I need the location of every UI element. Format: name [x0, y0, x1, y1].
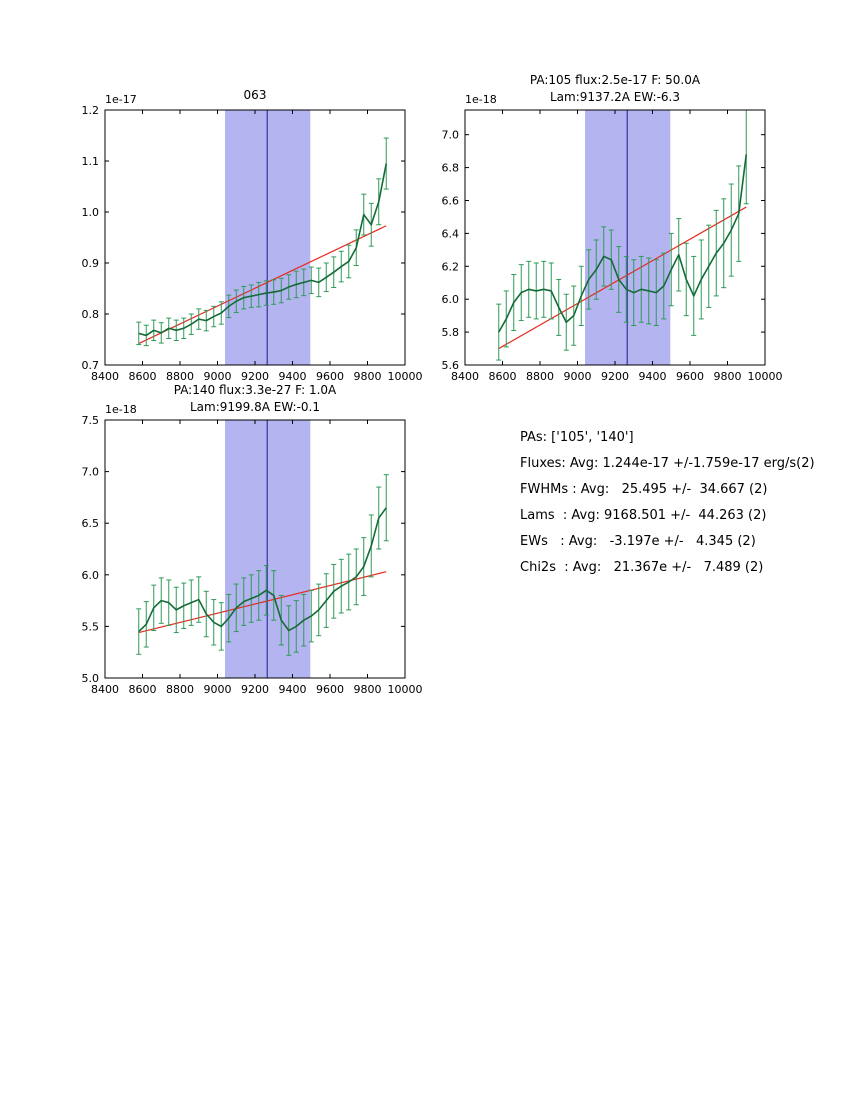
- x-tick-label: 9600: [316, 370, 344, 383]
- fit-line: [138, 571, 387, 634]
- chart-063: 8400 8600 8800 9000 9200 9400 9600 9800 10000 0.7…: [82, 88, 423, 383]
- x-tick-label: 8800: [526, 370, 554, 383]
- fit-line: [138, 225, 387, 345]
- x-tick-label: 9200: [241, 370, 269, 383]
- chart-title: Lam:9199.8A EW:-0.1: [190, 400, 320, 414]
- x-tick-label: 8400: [91, 683, 119, 696]
- fit-line: [498, 206, 747, 350]
- y-tick-label: 7.0: [442, 129, 460, 142]
- y-tick-label: 5.6: [442, 359, 460, 372]
- x-tick-label: 10000: [748, 370, 783, 383]
- y-tick-label: 7.5: [82, 414, 100, 427]
- x-tick-label: 9200: [241, 683, 269, 696]
- axis-offset-label: 1e-17: [105, 93, 137, 106]
- x-tick-label: 8400: [91, 370, 119, 383]
- x-tick-label: 9600: [316, 683, 344, 696]
- y-tick-label: 6.2: [442, 260, 460, 273]
- chart-pa105: 8400 8600 8800 9000 9200 9400 9600 9800 10000 5.6…: [442, 73, 783, 383]
- data-series: [498, 154, 748, 333]
- x-tick-label: 9400: [279, 370, 307, 383]
- y-tick-label: 6.0: [82, 569, 100, 582]
- chart-title: PA:105 flux:2.5e-17 F: 50.0A: [530, 73, 701, 87]
- x-tick-label: 9800: [354, 370, 382, 383]
- stats-line-lams: Lams : Avg: 9168.501 +/- 44.263 (2): [520, 508, 767, 523]
- axis-ticks: [464, 110, 766, 366]
- y-tick-label: 6.0: [442, 293, 460, 306]
- axis-offset-label: 1e-18: [465, 93, 497, 106]
- x-tick-label: 8600: [129, 683, 157, 696]
- x-tick-label: 9000: [564, 370, 592, 383]
- data-series: [138, 163, 388, 337]
- x-tick-label: 8400: [451, 370, 479, 383]
- stats-line-chi2s: Chi2s : Avg: 21.367e +/- 7.489 (2): [520, 560, 764, 575]
- y-tick-label: 6.4: [442, 227, 460, 240]
- y-tick-label: 0.7: [82, 359, 100, 372]
- stats-line-fluxes: Fluxes: Avg: 1.244e-17 +/-1.759e-17 erg/…: [520, 456, 815, 471]
- stats-line-fwhms: FWHMs : Avg: 25.495 +/- 34.667 (2): [520, 482, 768, 497]
- x-tick-label: 8600: [129, 370, 157, 383]
- stats-line-ews: EWs : Avg: -3.197e +/- 4.345 (2): [520, 534, 756, 549]
- x-tick-label: 9400: [639, 370, 667, 383]
- axis-offset-label: 1e-18: [105, 403, 137, 416]
- x-tick-label: 9000: [204, 370, 232, 383]
- axis-ticks: [104, 419, 406, 679]
- chart-title: 063: [244, 88, 267, 102]
- x-tick-label: 8800: [166, 370, 194, 383]
- y-tick-label: 5.8: [442, 326, 460, 339]
- x-tick-label: 9200: [601, 370, 629, 383]
- y-tick-label: 7.0: [82, 466, 100, 479]
- y-tick-label: 6.5: [82, 517, 100, 530]
- y-tick-label: 1.1: [82, 155, 100, 168]
- x-tick-label: 8600: [489, 370, 517, 383]
- stats-line-pas: PAs: ['105', '140']: [520, 430, 634, 445]
- chart-title: PA:140 flux:3.3e-27 F: 1.0A: [174, 383, 337, 397]
- x-tick-label: 10000: [388, 370, 423, 383]
- data-series: [138, 507, 387, 633]
- x-tick-label: 9000: [204, 683, 232, 696]
- x-tick-label: 9600: [676, 370, 704, 383]
- y-tick-label: 0.9: [82, 257, 100, 270]
- y-tick-label: 1.0: [82, 206, 100, 219]
- y-tick-label: 5.5: [82, 620, 100, 633]
- chart-title: Lam:9137.2A EW:-6.3: [550, 90, 680, 104]
- x-tick-label: 9800: [714, 370, 742, 383]
- axis-ticks: [104, 109, 406, 366]
- y-tick-label: 0.8: [82, 308, 100, 321]
- x-tick-label: 9400: [279, 683, 307, 696]
- y-tick-label: 1.2: [82, 104, 100, 117]
- stats-panel: PAs: ['105', '140'] Fluxes: Avg: 1.244e-…: [520, 430, 815, 586]
- y-tick-label: 6.8: [442, 162, 460, 175]
- x-tick-label: 8800: [166, 683, 194, 696]
- y-tick-label: 6.6: [442, 194, 460, 207]
- chart-pa140: 8400 8600 8800 9000 9200 9400 9600 9800 10000 5.0…: [82, 383, 423, 696]
- x-tick-label: 10000: [388, 683, 423, 696]
- x-tick-label: 9800: [354, 683, 382, 696]
- y-tick-label: 5.0: [82, 672, 100, 685]
